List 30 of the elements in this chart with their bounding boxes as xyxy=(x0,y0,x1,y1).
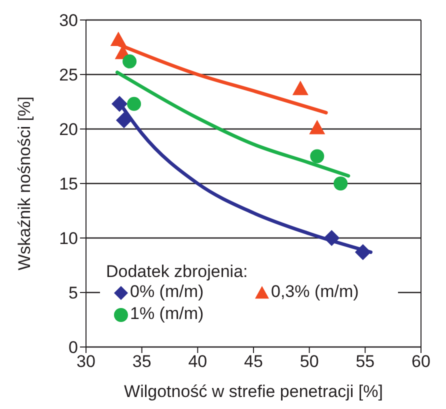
y-tick-label: 15 xyxy=(59,174,78,194)
y-tick-label: 10 xyxy=(59,229,78,248)
legend-title: Dodatek zbrojenia: xyxy=(106,262,249,282)
y-tick-label: 30 xyxy=(59,11,78,30)
x-tick-label: 60 xyxy=(412,352,430,372)
y-tick-label: 25 xyxy=(59,66,78,85)
point xyxy=(116,112,132,128)
point xyxy=(110,32,126,46)
y-axis-title: Wskaźnik nośności [%] xyxy=(15,96,34,270)
x-tick-label: 55 xyxy=(356,352,375,372)
x-tick-label: 35 xyxy=(132,352,152,372)
x-tick-label: 40 xyxy=(188,352,208,372)
y-tick-label: 20 xyxy=(59,120,78,140)
x-tick-label: 45 xyxy=(244,352,263,372)
point xyxy=(127,96,142,111)
legend-label: 1% (m/m) xyxy=(130,304,204,323)
x-axis-title: Wilgotność w strefie penetracji [%] xyxy=(124,382,383,401)
point xyxy=(309,120,326,134)
point xyxy=(324,230,340,246)
point xyxy=(354,244,371,260)
x-tick-label: 50 xyxy=(300,352,319,372)
point xyxy=(310,149,324,164)
y-tick-label: 0 xyxy=(68,338,78,358)
point xyxy=(292,80,308,96)
point xyxy=(112,96,128,112)
legend-label: 0% (m/m) xyxy=(130,282,204,301)
point xyxy=(334,176,348,190)
point xyxy=(122,54,137,68)
legend-label: 0,3% (m/m) xyxy=(271,282,359,301)
y-tick-label: 5 xyxy=(68,284,78,303)
